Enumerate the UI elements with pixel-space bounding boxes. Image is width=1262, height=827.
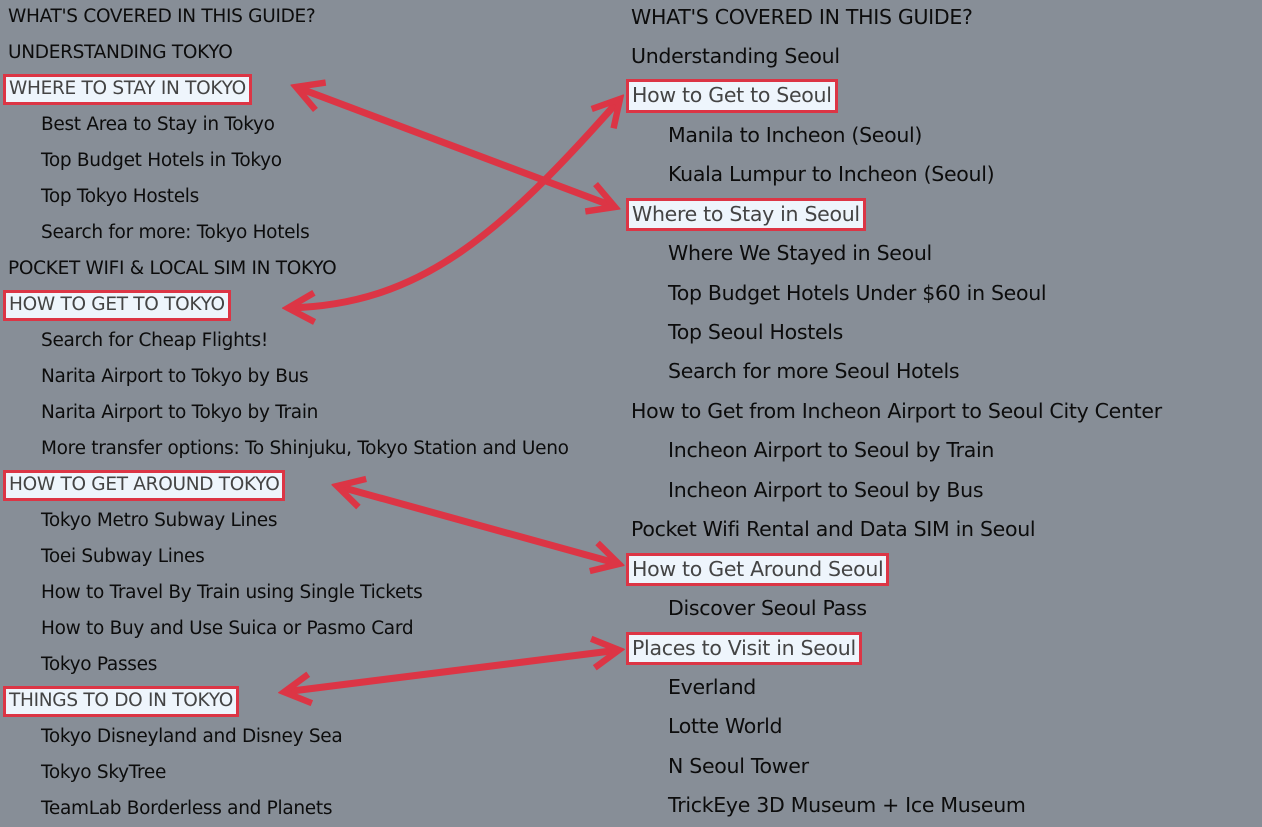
toc-link[interactable]: Search for more: Tokyo Hotels bbox=[8, 215, 569, 251]
toc-link[interactable]: Tokyo Passes bbox=[8, 647, 569, 683]
toc-link[interactable]: Top Tokyo Hostels bbox=[8, 179, 569, 215]
toc-link[interactable]: Incheon Airport to Seoul by Train bbox=[631, 431, 1162, 470]
toc-link[interactable]: Manila to Incheon (Seoul) bbox=[631, 116, 1162, 155]
toc-link[interactable]: WHAT'S COVERED IN THIS GUIDE? bbox=[8, 0, 569, 35]
toc-link-label[interactable]: Toei Subway Lines bbox=[41, 546, 205, 567]
toc-link[interactable]: Toei Subway Lines bbox=[8, 539, 569, 575]
toc-link-label[interactable]: How to Get Around Seoul bbox=[625, 552, 890, 587]
toc-link-highlighted[interactable]: HOW TO GET TO TOKYO bbox=[3, 287, 569, 323]
toc-link[interactable]: Tokyo Disneyland and Disney Sea bbox=[8, 719, 569, 755]
toc-link[interactable]: WHAT'S COVERED IN THIS GUIDE? bbox=[631, 0, 1162, 37]
toc-link-label[interactable]: More transfer options: To Shinjuku, Toky… bbox=[41, 438, 569, 459]
toc-link-label[interactable]: Tokyo Disneyland and Disney Sea bbox=[41, 726, 343, 747]
toc-link-label[interactable]: Discover Seoul Pass bbox=[668, 596, 867, 621]
seoul-toc: WHAT'S COVERED IN THIS GUIDE? Understandi… bbox=[625, 0, 1162, 826]
toc-link[interactable]: How to Buy and Use Suica or Pasmo Card bbox=[8, 611, 569, 647]
toc-link[interactable]: How to Travel By Train using Single Tick… bbox=[8, 575, 569, 611]
toc-link[interactable]: POCKET WIFI & LOCAL SIM IN TOKYO bbox=[8, 251, 569, 287]
toc-link-label[interactable]: Narita Airport to Tokyo by Bus bbox=[41, 366, 309, 387]
toc-link[interactable]: Best Area to Stay in Tokyo bbox=[8, 107, 569, 143]
toc-link-label[interactable]: Where We Stayed in Seoul bbox=[668, 241, 932, 266]
toc-link-highlighted[interactable]: HOW TO GET AROUND TOKYO bbox=[2, 467, 569, 503]
toc-link-label[interactable]: Incheon Airport to Seoul by Train bbox=[668, 438, 995, 463]
toc-link-label[interactable]: Top Seoul Hostels bbox=[668, 320, 844, 344]
toc-link-highlighted[interactable]: How to Get to Seoul bbox=[626, 76, 1162, 115]
toc-link[interactable]: Everland bbox=[631, 668, 1162, 707]
toc-link-label[interactable]: POCKET WIFI & LOCAL SIM IN TOKYO bbox=[8, 258, 337, 279]
toc-link-label[interactable]: HOW TO GET TO TOKYO bbox=[3, 290, 231, 321]
toc-link-label[interactable]: Narita Airport to Tokyo by Train bbox=[41, 402, 319, 423]
toc-link-label[interactable]: Tokyo Metro Subway Lines bbox=[41, 510, 278, 531]
toc-link[interactable]: TeamLab Borderless and Planets bbox=[8, 791, 569, 827]
toc-link-label[interactable]: N Seoul Tower bbox=[668, 753, 809, 778]
toc-link[interactable]: Incheon Airport to Seoul by Bus bbox=[631, 471, 1162, 510]
toc-link[interactable]: Narita Airport to Tokyo by Train bbox=[8, 395, 569, 431]
toc-link-label[interactable]: Manila to Incheon (Seoul) bbox=[668, 122, 923, 147]
toc-link-label[interactable]: Where to Stay in Seoul bbox=[626, 197, 866, 232]
toc-link-label[interactable]: TeamLab Borderless and Planets bbox=[41, 798, 333, 819]
toc-link-highlighted[interactable]: THINGS TO DO IN TOKYO bbox=[3, 683, 569, 719]
toc-link[interactable]: Where We Stayed in Seoul bbox=[631, 234, 1162, 273]
toc-link[interactable]: Top Seoul Hostels bbox=[631, 313, 1162, 352]
toc-link-label[interactable]: Search for Cheap Flights! bbox=[41, 330, 268, 351]
toc-link-label[interactable]: How to Get to Seoul bbox=[626, 79, 838, 114]
toc-link-label[interactable]: Incheon Airport to Seoul by Bus bbox=[668, 477, 984, 502]
toc-link-highlighted[interactable]: Places to Visit in Seoul bbox=[626, 629, 1162, 668]
toc-link-label[interactable]: WHERE TO STAY IN TOKYO bbox=[3, 74, 252, 105]
tokyo-toc: WHAT'S COVERED IN THIS GUIDE? UNDERSTANDI… bbox=[2, 0, 569, 827]
toc-link[interactable]: Narita Airport to Tokyo by Bus bbox=[8, 359, 569, 395]
toc-link-label[interactable]: Kuala Lumpur to Incheon (Seoul) bbox=[668, 162, 995, 187]
toc-link[interactable]: How to Get from Incheon Airport to Seoul… bbox=[631, 392, 1162, 431]
toc-link-label[interactable]: WHAT'S COVERED IN THIS GUIDE? bbox=[631, 4, 973, 29]
toc-link-label[interactable]: Top Budget Hotels Under $60 in Seoul bbox=[668, 280, 1047, 305]
toc-link-label[interactable]: Tokyo Passes bbox=[41, 654, 158, 675]
toc-link-label[interactable]: UNDERSTANDING TOKYO bbox=[8, 42, 233, 63]
toc-link-label[interactable]: Understanding Seoul bbox=[631, 43, 840, 68]
toc-link-label[interactable]: Search for more Seoul Hotels bbox=[668, 359, 960, 384]
toc-link-label[interactable]: How to Buy and Use Suica or Pasmo Card bbox=[41, 618, 414, 639]
toc-link-label[interactable]: Everland bbox=[668, 674, 756, 699]
toc-link[interactable]: TrickEye 3D Museum + Ice Museum bbox=[631, 786, 1162, 825]
toc-link[interactable]: Kuala Lumpur to Incheon (Seoul) bbox=[631, 155, 1162, 194]
toc-link[interactable]: Search for Cheap Flights! bbox=[8, 323, 569, 359]
toc-link-label[interactable]: Search for more: Tokyo Hotels bbox=[41, 222, 310, 243]
toc-link-highlighted[interactable]: Where to Stay in Seoul bbox=[626, 195, 1162, 234]
toc-link[interactable]: More transfer options: To Shinjuku, Toky… bbox=[8, 431, 569, 467]
toc-link[interactable]: Search for more Seoul Hotels bbox=[631, 352, 1162, 391]
toc-link-label[interactable]: Tokyo SkyTree bbox=[41, 762, 167, 783]
toc-link[interactable]: Pocket Wifi Rental and Data SIM in Seoul bbox=[631, 510, 1162, 549]
toc-link-highlighted[interactable]: WHERE TO STAY IN TOKYO bbox=[3, 71, 569, 107]
toc-link[interactable]: Lotte World bbox=[631, 707, 1162, 746]
toc-link[interactable]: Top Budget Hotels Under $60 in Seoul bbox=[631, 274, 1162, 313]
toc-link-label[interactable]: TrickEye 3D Museum + Ice Museum bbox=[668, 793, 1026, 818]
toc-link[interactable]: Top Budget Hotels in Tokyo bbox=[8, 143, 569, 179]
toc-link-label[interactable]: How to Travel By Train using Single Tick… bbox=[41, 582, 423, 603]
toc-link-label[interactable]: How to Get from Incheon Airport to Seoul… bbox=[631, 398, 1162, 423]
toc-link-label[interactable]: Lotte World bbox=[668, 714, 783, 739]
toc-link-label[interactable]: Top Budget Hotels in Tokyo bbox=[41, 150, 282, 171]
toc-link-label[interactable]: Best Area to Stay in Tokyo bbox=[41, 114, 275, 135]
toc-link-label[interactable]: Places to Visit in Seoul bbox=[626, 631, 862, 666]
toc-link[interactable]: UNDERSTANDING TOKYO bbox=[8, 35, 569, 71]
toc-link-label[interactable]: Pocket Wifi Rental and Data SIM in Seoul bbox=[631, 517, 1036, 542]
toc-link[interactable]: Tokyo SkyTree bbox=[8, 755, 569, 791]
toc-link-highlighted[interactable]: How to Get Around Seoul bbox=[625, 550, 1162, 589]
toc-link[interactable]: Understanding Seoul bbox=[631, 37, 1162, 76]
toc-link[interactable]: N Seoul Tower bbox=[631, 747, 1162, 786]
toc-link-label[interactable]: HOW TO GET AROUND TOKYO bbox=[2, 470, 286, 501]
toc-link-label[interactable]: WHAT'S COVERED IN THIS GUIDE? bbox=[8, 6, 316, 27]
toc-link-label[interactable]: THINGS TO DO IN TOKYO bbox=[3, 686, 239, 717]
toc-link[interactable]: Tokyo Metro Subway Lines bbox=[8, 503, 569, 539]
toc-link[interactable]: Discover Seoul Pass bbox=[631, 589, 1162, 628]
toc-link-label[interactable]: Top Tokyo Hostels bbox=[41, 186, 199, 207]
